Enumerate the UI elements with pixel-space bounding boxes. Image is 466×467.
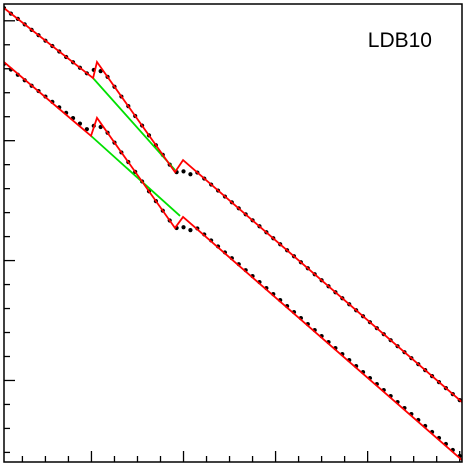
model-line (4, 61, 462, 461)
data-dot (181, 169, 186, 174)
model-line (4, 7, 462, 403)
data-dot (188, 228, 193, 233)
ticks (4, 20, 461, 462)
data-dot (84, 127, 89, 132)
plot-area (4, 5, 462, 461)
data-dot (188, 172, 193, 177)
annotation: LDB10 (368, 29, 432, 52)
data-dot (181, 225, 186, 230)
plot-frame (3, 3, 463, 463)
model-line (92, 77, 176, 171)
model-line (90, 135, 181, 217)
